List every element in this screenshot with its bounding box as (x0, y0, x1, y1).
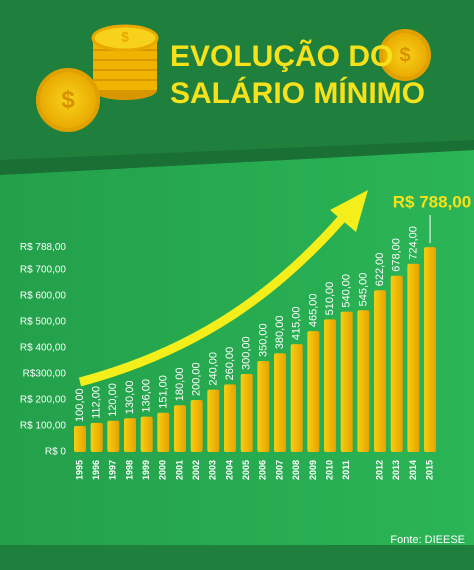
value-label: 465,00 (307, 293, 319, 327)
chart-title: SALÁRIO MÍNIMO (170, 76, 425, 110)
value-label: 240,00 (207, 352, 219, 386)
svg-text:$: $ (399, 44, 410, 66)
y-tick-label: R$ 600,00 (20, 291, 67, 302)
x-tick-label: 2011 (341, 460, 351, 480)
y-tick-label: R$ 500,00 (20, 317, 67, 328)
value-label: 300,00 (241, 336, 253, 370)
x-tick-label: 2002 (191, 460, 201, 480)
value-label: 130,00 (124, 381, 136, 415)
value-label: 151,00 (157, 375, 169, 409)
y-tick-label: R$ 200,00 (20, 395, 67, 406)
x-tick-label: 2006 (258, 460, 268, 480)
x-tick-label: 2015 (424, 460, 434, 480)
x-tick-label: 1997 (108, 460, 118, 480)
value-label: 120,00 (107, 383, 119, 417)
bar (324, 319, 337, 452)
coin-stack: $ $ $ (36, 24, 431, 132)
bar (307, 331, 320, 452)
bar (424, 247, 437, 452)
bar (374, 290, 387, 452)
bar (274, 353, 287, 452)
x-tick-label: 2000 (158, 460, 168, 480)
y-tick-label: R$ 100,00 (20, 421, 67, 432)
bar (190, 400, 203, 452)
bar (407, 263, 420, 452)
x-tick-label: 2014 (408, 460, 418, 480)
y-tick-label: R$ 0 (45, 447, 67, 458)
band (0, 140, 474, 175)
trend-arrow (78, 212, 349, 387)
bar (390, 275, 403, 452)
x-tick-label: 2012 (374, 460, 384, 480)
bar (107, 420, 120, 452)
value-label: R$ 788,00 (393, 192, 471, 211)
y-tick-label: R$ 788,00 (20, 242, 67, 253)
svg-text:$: $ (121, 29, 129, 45)
value-label: 540,00 (341, 274, 353, 308)
bar (207, 389, 220, 452)
bar (74, 426, 86, 452)
x-tick-label: 2013 (391, 460, 401, 480)
x-tick-label: 1999 (141, 460, 151, 480)
value-label: 100,00 (74, 388, 86, 422)
x-tick-label: 2004 (224, 460, 234, 480)
x-tick-label: 2008 (291, 460, 301, 480)
value-label: 180,00 (174, 368, 186, 402)
x-tick-label: 1998 (124, 460, 134, 480)
x-tick-label: 2005 (241, 460, 251, 480)
bar (290, 344, 303, 452)
arrow-head (330, 190, 368, 232)
footer-band (0, 545, 474, 570)
value-label: 136,00 (141, 379, 153, 413)
svg-text:$: $ (61, 86, 75, 113)
value-label: 260,00 (224, 347, 236, 381)
bar (90, 422, 103, 452)
x-tick-label: 2007 (274, 460, 284, 480)
value-label: 724,00 (407, 226, 419, 260)
value-label: 622,00 (374, 253, 386, 287)
x-tick-label: 2001 (174, 460, 184, 480)
value-label: 510,00 (324, 282, 336, 316)
bar (157, 412, 170, 452)
value-label: 545,00 (357, 273, 369, 307)
value-label: 678,00 (391, 238, 403, 272)
x-tick-label: 1995 (74, 460, 84, 480)
bar (174, 405, 187, 452)
bar (257, 361, 270, 452)
value-label: 112,00 (91, 386, 103, 419)
bar (224, 384, 237, 452)
value-label: 200,00 (191, 362, 203, 396)
chart-title: EVOLUÇÃO DO (170, 39, 393, 73)
y-tick-label: R$ 700,00 (20, 265, 67, 276)
value-label: 380,00 (274, 316, 286, 350)
y-tick-label: R$ 400,00 (20, 343, 67, 354)
bar (357, 310, 370, 452)
value-label: 350,00 (257, 323, 269, 357)
bar (240, 374, 253, 452)
y-tick-label: R$300,00 (23, 369, 67, 380)
x-tick-label: 1996 (91, 460, 101, 480)
source: Fonte: DIEESE (390, 534, 465, 546)
bar (340, 311, 353, 452)
value-label: 415,00 (291, 306, 303, 340)
x-tick-label: 2010 (324, 460, 334, 480)
x-tick-label: 2003 (208, 460, 218, 480)
bar (140, 416, 153, 452)
bar (124, 418, 137, 452)
x-tick-label: 2009 (308, 460, 318, 480)
